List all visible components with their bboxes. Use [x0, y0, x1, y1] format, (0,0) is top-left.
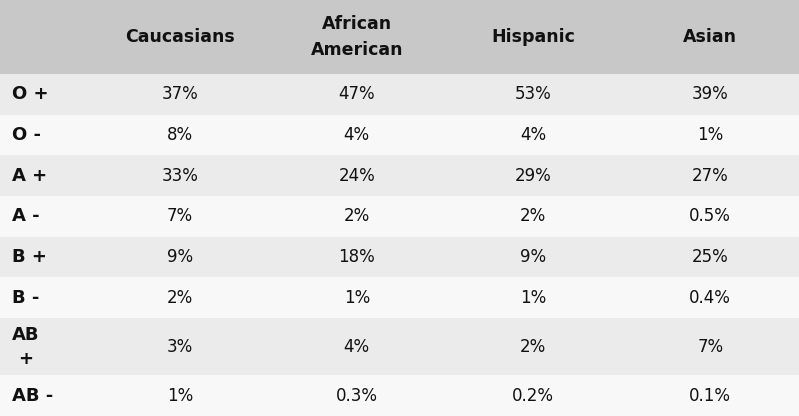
Text: 7%: 7%: [698, 338, 723, 356]
Bar: [622, 237, 799, 277]
Text: Caucasians: Caucasians: [125, 28, 235, 46]
Bar: [92, 74, 268, 115]
Bar: [92, 196, 268, 237]
Text: 0.2%: 0.2%: [512, 386, 555, 405]
Text: 9%: 9%: [520, 248, 547, 266]
Bar: [622, 277, 799, 318]
Bar: [445, 318, 622, 375]
Text: 7%: 7%: [167, 208, 193, 225]
Text: 0.3%: 0.3%: [336, 386, 378, 405]
Bar: [268, 237, 445, 277]
Bar: [622, 375, 799, 416]
Text: 29%: 29%: [515, 167, 551, 185]
Text: 0.1%: 0.1%: [690, 386, 731, 405]
Text: 39%: 39%: [692, 85, 729, 104]
Bar: [622, 196, 799, 237]
Text: 0.5%: 0.5%: [690, 208, 731, 225]
Bar: [622, 156, 799, 196]
Text: 1%: 1%: [520, 289, 547, 307]
Text: 2%: 2%: [520, 338, 547, 356]
Bar: [268, 115, 445, 156]
Bar: [622, 74, 799, 115]
Bar: [445, 74, 622, 115]
Bar: [445, 237, 622, 277]
Bar: [445, 196, 622, 237]
Text: 2%: 2%: [167, 289, 193, 307]
Text: B -: B -: [12, 289, 39, 307]
Text: 4%: 4%: [344, 338, 370, 356]
Bar: [0, 318, 92, 375]
Bar: [445, 375, 622, 416]
Bar: [622, 0, 799, 74]
Text: 47%: 47%: [339, 85, 375, 104]
Bar: [268, 0, 445, 74]
Text: 4%: 4%: [520, 126, 547, 144]
Bar: [0, 277, 92, 318]
Bar: [268, 277, 445, 318]
Bar: [0, 156, 92, 196]
Bar: [0, 74, 92, 115]
Bar: [92, 277, 268, 318]
Text: 1%: 1%: [344, 289, 370, 307]
Text: 27%: 27%: [692, 167, 729, 185]
Bar: [0, 115, 92, 156]
Bar: [0, 196, 92, 237]
Bar: [445, 277, 622, 318]
Text: 33%: 33%: [161, 167, 199, 185]
Bar: [0, 237, 92, 277]
Text: African
American: African American: [311, 15, 403, 59]
Text: Asian: Asian: [683, 28, 737, 46]
Bar: [268, 196, 445, 237]
Bar: [445, 156, 622, 196]
Bar: [0, 375, 92, 416]
Text: 18%: 18%: [339, 248, 375, 266]
Text: 37%: 37%: [162, 85, 198, 104]
Text: A -: A -: [12, 208, 40, 225]
Bar: [445, 115, 622, 156]
Text: O +: O +: [12, 85, 49, 104]
Bar: [268, 74, 445, 115]
Text: Hispanic: Hispanic: [491, 28, 575, 46]
Text: 53%: 53%: [515, 85, 551, 104]
Bar: [0, 0, 92, 74]
Text: AB
+: AB +: [12, 326, 39, 368]
Bar: [445, 0, 622, 74]
Text: 1%: 1%: [698, 126, 723, 144]
Text: A +: A +: [12, 167, 47, 185]
Bar: [92, 237, 268, 277]
Text: 8%: 8%: [167, 126, 193, 144]
Bar: [92, 0, 268, 74]
Bar: [92, 375, 268, 416]
Text: 0.4%: 0.4%: [690, 289, 731, 307]
Text: 2%: 2%: [344, 208, 370, 225]
Bar: [92, 318, 268, 375]
Text: O -: O -: [12, 126, 41, 144]
Text: AB -: AB -: [12, 386, 54, 405]
Text: 3%: 3%: [167, 338, 193, 356]
Bar: [92, 115, 268, 156]
Text: 2%: 2%: [520, 208, 547, 225]
Bar: [268, 375, 445, 416]
Bar: [622, 318, 799, 375]
Text: B +: B +: [12, 248, 47, 266]
Text: 9%: 9%: [167, 248, 193, 266]
Bar: [268, 318, 445, 375]
Bar: [268, 156, 445, 196]
Text: 25%: 25%: [692, 248, 729, 266]
Bar: [622, 115, 799, 156]
Bar: [92, 156, 268, 196]
Text: 4%: 4%: [344, 126, 370, 144]
Text: 1%: 1%: [167, 386, 193, 405]
Text: 24%: 24%: [339, 167, 375, 185]
